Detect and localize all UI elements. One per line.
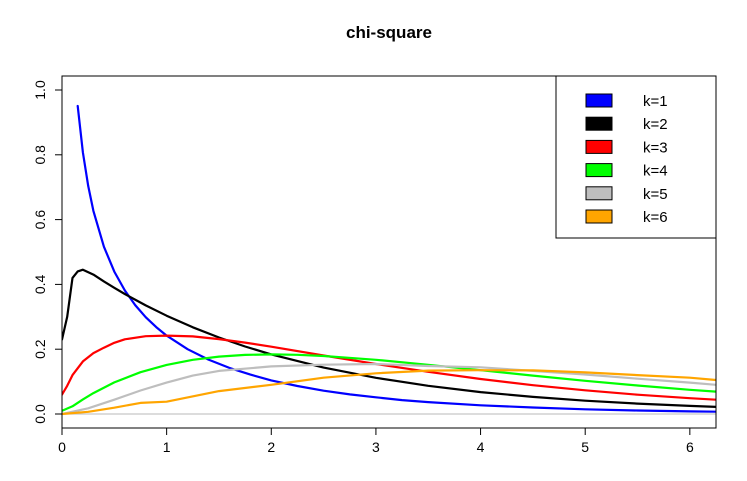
y-tick-label: 1.0 (32, 80, 48, 100)
legend-label-k5: k=5 (643, 186, 668, 203)
series-line-k2 (62, 268, 716, 408)
legend-label-k4: k=4 (643, 163, 668, 180)
y-tick-label: 0.4 (32, 274, 48, 294)
series-group (62, 104, 716, 416)
series-line-k4 (62, 353, 716, 412)
x-tick-label: 2 (267, 439, 275, 455)
legend-swatch-k4 (585, 163, 613, 178)
x-tick-label: 1 (163, 439, 171, 455)
legend: k=1 k=2 k=3 k=4 k=5 k=6 (555, 75, 717, 239)
x-tick-label: 4 (477, 439, 485, 455)
legend-label-k3: k=3 (643, 139, 668, 156)
legend-swatch-k6 (585, 209, 613, 224)
plot-frame (61, 75, 717, 429)
series-line-k6 (62, 369, 716, 416)
legend-box (555, 75, 717, 239)
legend-label-k2: k=2 (643, 116, 668, 133)
legend-swatch-k1 (585, 93, 613, 108)
x-tick-label: 6 (686, 439, 694, 455)
legend-swatch-k3 (585, 139, 613, 154)
series-line-k1 (76, 104, 716, 413)
y-tick-label: 0.8 (32, 145, 48, 165)
y-tick-label: 0.2 (32, 339, 48, 359)
y-tick-label: 0.6 (32, 210, 48, 230)
legend-swatch-k5 (585, 186, 613, 201)
chart-title: chi-square (346, 23, 432, 42)
legend-label-k1: k=1 (643, 93, 668, 110)
legend-swatch-k2 (585, 116, 613, 131)
series-line-k5 (62, 362, 716, 416)
x-tick-label: 0 (58, 439, 66, 455)
x-tick-label: 3 (372, 439, 380, 455)
series-line-k3 (62, 334, 716, 401)
x-tick-label: 5 (581, 439, 589, 455)
legend-label-k6: k=6 (643, 209, 668, 226)
y-tick-label: 0.0 (32, 404, 48, 424)
